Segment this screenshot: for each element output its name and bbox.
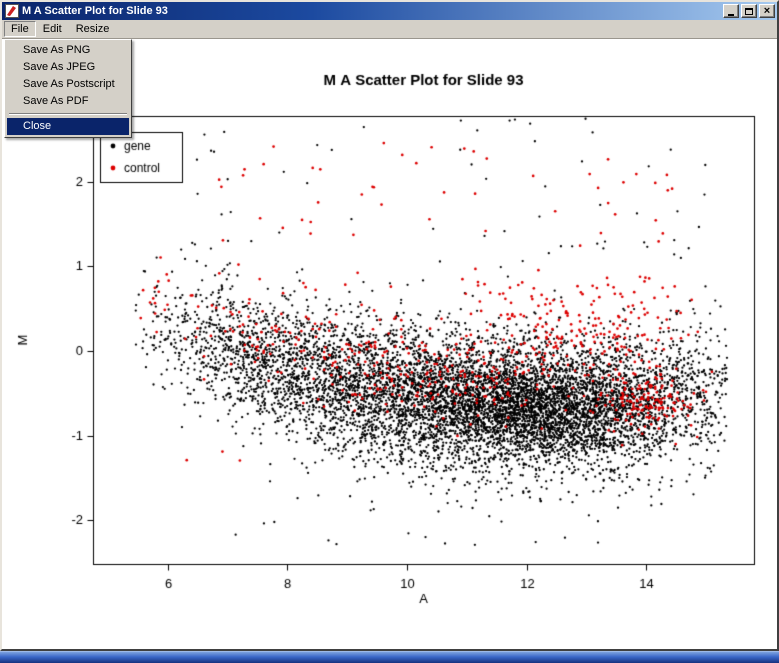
menu-file[interactable]: File <box>4 21 36 37</box>
menu-edit[interactable]: Edit <box>42 23 62 35</box>
menu-item-close[interactable]: Close <box>7 118 129 135</box>
maximize-button[interactable] <box>741 4 757 18</box>
menu-item-save-pdf[interactable]: Save As PDF <box>23 95 89 107</box>
window-title: M A Scatter Plot for Slide 93 <box>22 5 168 17</box>
titlebar[interactable]: M A Scatter Plot for Slide 93 × <box>2 2 777 20</box>
taskbar <box>0 651 779 663</box>
app-icon <box>5 4 19 18</box>
close-icon: × <box>763 4 771 17</box>
plot-device: Save As PNG Save As JPEG Save As Postscr… <box>2 39 777 649</box>
close-button[interactable]: × <box>759 4 775 18</box>
menu-item-save-postscript[interactable]: Save As Postscript <box>23 78 115 90</box>
menu-item-save-jpeg[interactable]: Save As JPEG <box>23 61 96 73</box>
maximize-icon <box>745 7 753 15</box>
menu-resize[interactable]: Resize <box>75 23 110 35</box>
menu-separator <box>9 113 127 115</box>
menu-item-save-png[interactable]: Save As PNG <box>23 44 91 56</box>
titlebar-controls: × <box>721 4 775 18</box>
minimize-icon <box>728 13 734 16</box>
scatter-plot-canvas <box>2 39 777 649</box>
file-menu-dropdown: Save As PNG Save As JPEG Save As Postscr… <box>4 39 132 138</box>
menubar: File Edit Resize <box>2 20 777 39</box>
minimize-button[interactable] <box>723 4 739 18</box>
